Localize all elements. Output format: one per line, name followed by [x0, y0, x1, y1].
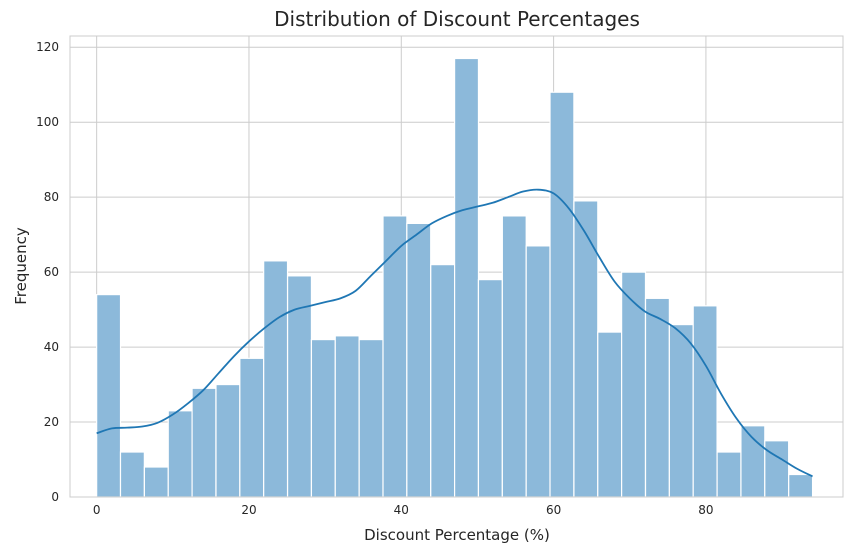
histogram-bar [597, 331, 623, 498]
y-tick-label: 80 [44, 190, 59, 204]
histogram-bar [263, 260, 289, 498]
x-tick-labels: 0 20 40 60 80 [93, 503, 714, 517]
y-tick-labels: 0 20 40 60 80 100 120 [36, 40, 59, 504]
histogram-bar [382, 215, 408, 498]
histogram-bar [740, 425, 766, 498]
histogram-bar [167, 410, 193, 498]
histogram-bar [191, 387, 217, 498]
histogram-bar [716, 451, 742, 498]
y-axis-title: Frequency [12, 227, 30, 305]
y-tick-label: 60 [44, 265, 59, 279]
y-tick-label: 20 [44, 415, 59, 429]
x-tick-label: 80 [698, 503, 713, 517]
histogram-bar [477, 279, 503, 498]
x-tick-label: 0 [93, 503, 101, 517]
histogram-bar [310, 338, 336, 498]
x-tick-label: 60 [546, 503, 561, 517]
histogram-bar [406, 222, 432, 498]
histogram-bar [501, 215, 527, 498]
x-tick-label: 20 [241, 503, 256, 517]
plot-frame [69, 35, 844, 498]
histogram-bar [334, 335, 360, 498]
histogram-bar [573, 200, 599, 498]
y-tick-label: 100 [36, 115, 59, 129]
histogram-bar [525, 245, 551, 498]
y-tick-label: 40 [44, 340, 59, 354]
histogram-bar [119, 451, 145, 498]
histogram-bar [453, 57, 480, 498]
histogram-bar [788, 473, 814, 498]
chart-title: Distribution of Discount Percentages [274, 7, 640, 31]
histogram-bar [644, 297, 670, 498]
y-tick-label: 0 [51, 490, 59, 504]
y-tick-label: 120 [36, 40, 59, 54]
histogram-bar [430, 264, 456, 498]
histogram-bar [764, 440, 790, 498]
histogram-bar [96, 294, 122, 498]
kde-curve [96, 188, 813, 478]
histogram-bar [239, 357, 265, 498]
histogram-bar [668, 323, 694, 498]
kde-curve-group [96, 188, 813, 478]
histogram-bar [215, 383, 241, 498]
histogram-bars [96, 57, 814, 498]
x-tick-label: 40 [394, 503, 409, 517]
x-axis-title: Discount Percentage (%) [364, 526, 550, 544]
histogram-bar [621, 271, 647, 498]
histogram-bar [358, 338, 384, 498]
histogram-bar [549, 91, 575, 498]
histogram-bar [143, 466, 169, 498]
histogram-bar [692, 305, 718, 498]
